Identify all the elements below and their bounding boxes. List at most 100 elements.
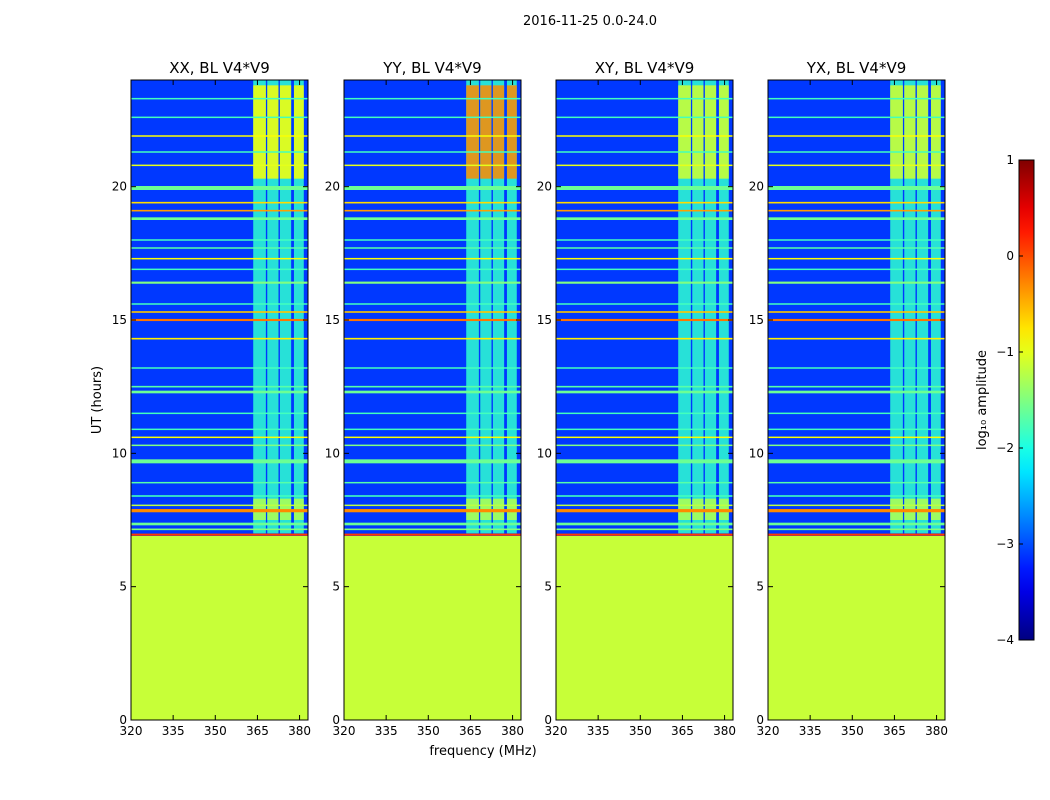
y-tick-label: 5 <box>544 580 552 594</box>
rfi-time-line <box>556 303 733 305</box>
rfi-time-line <box>556 318 733 322</box>
rfi-time-line <box>768 318 945 322</box>
y-tick-label: 15 <box>325 313 340 327</box>
rfi-time-line <box>344 239 521 241</box>
rfi-time-line <box>131 385 308 388</box>
rfi-time-line <box>131 318 308 322</box>
x-axis-label: frequency (MHz) <box>429 744 536 759</box>
rfi-time-line <box>556 281 733 284</box>
panel-title: YX, BL V4*V9 <box>806 59 907 77</box>
y-tick-label: 10 <box>749 446 764 460</box>
x-tick-label: 365 <box>246 724 269 738</box>
rfi-time-line <box>344 303 521 305</box>
rfi-time-line <box>131 509 308 513</box>
rfi-time-line <box>344 135 521 137</box>
rfi-time-line <box>131 495 308 497</box>
rfi-block <box>267 85 279 179</box>
rfi-time-line <box>556 481 733 484</box>
rfi-time-line <box>131 444 308 447</box>
rfi-block <box>506 85 517 179</box>
rfi-time-line <box>131 367 308 369</box>
panel-yx: YX, BL V4*V9 320 335 350 365 380 0 5 10 15 20 <box>749 59 948 738</box>
y-tick-label: 10 <box>537 446 552 460</box>
rfi-time-line <box>131 412 308 415</box>
rfi-time-line <box>556 504 733 507</box>
rfi-time-line <box>556 268 733 271</box>
rfi-time-line <box>556 97 733 100</box>
rfi-time-line <box>344 311 521 313</box>
rfi-block <box>704 85 717 179</box>
rfi-time-line <box>131 186 308 190</box>
rfi-band <box>890 80 903 534</box>
rfi-time-line <box>556 428 733 431</box>
rfi-time-line <box>556 533 733 536</box>
x-tick-label: 380 <box>713 724 736 738</box>
panel-image <box>556 80 733 720</box>
rfi-time-line <box>768 257 945 260</box>
rfi-time-line <box>131 257 308 260</box>
rfi-time-line <box>344 509 521 513</box>
rfi-time-line <box>344 522 521 526</box>
panel-image <box>768 80 945 720</box>
rfi-time-line <box>768 390 945 394</box>
rfi-time-line <box>768 116 945 119</box>
rfi-time-line <box>768 303 945 305</box>
x-tick-label: 365 <box>459 724 482 738</box>
rfi-time-line <box>556 151 733 153</box>
y-tick-label: 0 <box>332 713 340 727</box>
rfi-time-line <box>344 428 521 431</box>
rfi-time-line <box>131 135 308 137</box>
rfi-time-line <box>768 201 945 204</box>
rfi-time-line <box>768 186 945 190</box>
panel-title: XY, BL V4*V9 <box>595 59 695 77</box>
rfi-band <box>904 80 916 534</box>
rfi-block <box>678 85 691 179</box>
rfi-time-line <box>768 459 945 464</box>
rfi-time-line <box>131 201 308 204</box>
rfi-time-line <box>131 436 308 439</box>
rfi-time-line <box>768 533 945 536</box>
rfi-time-line <box>344 97 521 100</box>
x-tick-label: 335 <box>162 724 185 738</box>
rfi-time-line <box>131 268 308 271</box>
rfi-time-line <box>131 504 308 507</box>
rfi-time-line <box>768 247 945 249</box>
rfi-band <box>916 80 929 534</box>
y-tick-label: 15 <box>537 313 552 327</box>
axis-labels: frequency (MHz) UT (hours) <box>90 366 537 759</box>
y-tick-label: 20 <box>112 180 127 194</box>
rfi-time-line <box>768 509 945 513</box>
rfi-time-line <box>344 247 521 249</box>
rfi-time-line <box>344 217 521 220</box>
rfi-time-line <box>131 97 308 100</box>
rfi-time-line <box>556 209 733 212</box>
rfi-time-line <box>344 367 521 369</box>
rfi-block <box>904 85 916 179</box>
rfi-band <box>506 80 517 534</box>
x-tick-label: 365 <box>671 724 694 738</box>
rfi-time-line <box>344 481 521 484</box>
rfi-time-line <box>768 412 945 415</box>
rfi-time-line <box>131 337 308 340</box>
colorbar-tick-label: 0 <box>1006 249 1014 263</box>
rfi-time-line <box>556 385 733 388</box>
rfi-time-line <box>131 164 308 167</box>
rfi-time-line <box>344 528 521 531</box>
rfi-time-line <box>344 495 521 497</box>
filled-region <box>556 536 733 720</box>
rfi-time-line <box>768 504 945 507</box>
rfi-band <box>678 80 691 534</box>
rfi-time-line <box>344 390 521 394</box>
rfi-band <box>253 80 266 534</box>
rfi-band <box>293 80 304 534</box>
panel-frame <box>555 79 734 721</box>
rfi-time-line <box>344 337 521 340</box>
rfi-time-line <box>768 281 945 284</box>
panel-xx: XX, BL V4*V9 320 335 350 365 380 0 5 10 15 20 <box>112 59 311 738</box>
rfi-time-line <box>131 217 308 220</box>
x-tick-label: 335 <box>375 724 398 738</box>
filled-region <box>768 536 945 720</box>
figure-suptitle: 2016-11-25 0.0-24.0 <box>523 14 657 29</box>
y-tick-label: 10 <box>325 446 340 460</box>
x-tick-label: 380 <box>501 724 524 738</box>
